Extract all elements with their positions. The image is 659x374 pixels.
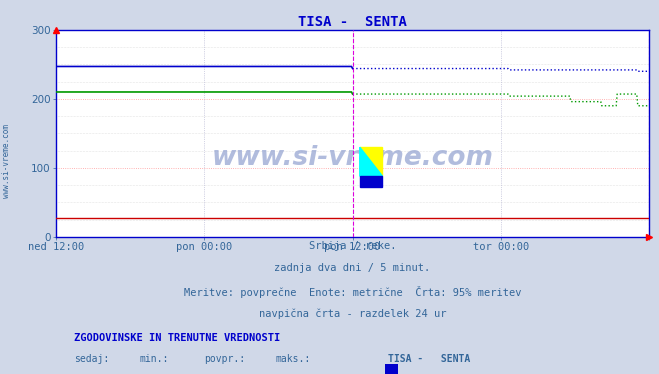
Text: ZGODOVINSKE IN TRENUTNE VREDNOSTI: ZGODOVINSKE IN TRENUTNE VREDNOSTI xyxy=(74,333,280,343)
Polygon shape xyxy=(360,147,382,176)
Text: www.si-vreme.com: www.si-vreme.com xyxy=(212,145,494,171)
Text: maks.:: maks.: xyxy=(275,354,310,364)
Text: min.:: min.: xyxy=(139,354,169,364)
Text: TISA -   SENTA: TISA - SENTA xyxy=(388,354,471,364)
Text: Srbija / reke.: Srbija / reke. xyxy=(309,241,396,251)
Text: www.si-vreme.com: www.si-vreme.com xyxy=(2,124,11,198)
Text: povpr.:: povpr.: xyxy=(204,354,245,364)
Polygon shape xyxy=(360,147,382,176)
Polygon shape xyxy=(360,176,382,187)
Title: TISA -  SENTA: TISA - SENTA xyxy=(298,15,407,29)
Bar xyxy=(386,364,398,374)
Text: zadnja dva dni / 5 minut.: zadnja dva dni / 5 minut. xyxy=(274,264,431,273)
Text: sedaj:: sedaj: xyxy=(74,354,109,364)
Text: Meritve: povprečne  Enote: metrične  Črta: 95% meritev: Meritve: povprečne Enote: metrične Črta:… xyxy=(184,286,521,298)
Text: navpična črta - razdelek 24 ur: navpična črta - razdelek 24 ur xyxy=(259,309,446,319)
